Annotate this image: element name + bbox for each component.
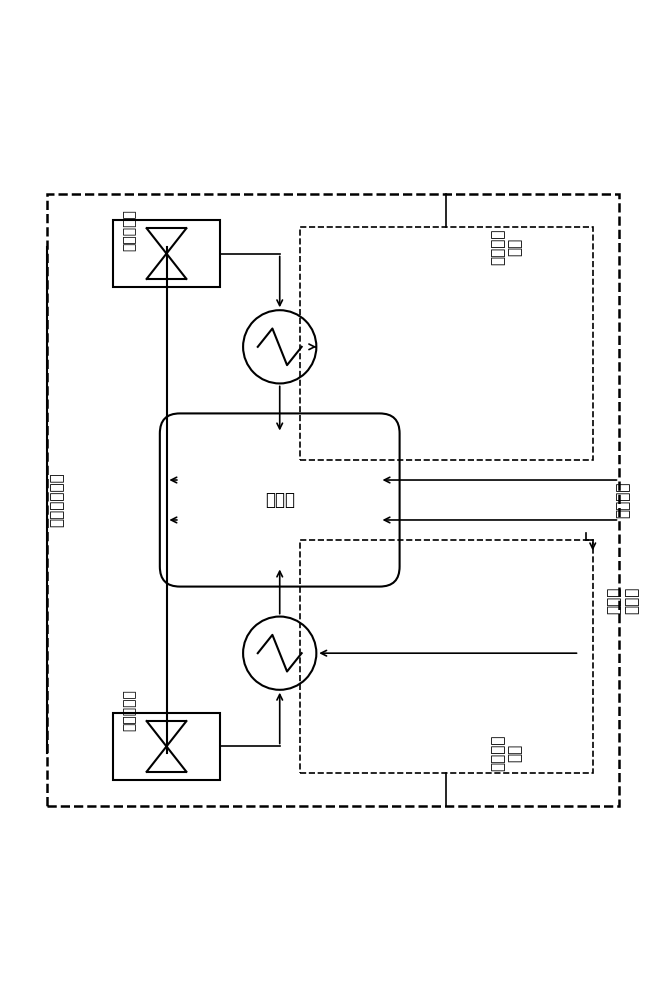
Text: 再循环系统: 再循环系统 xyxy=(123,209,137,251)
Text: 混合腔: 混合腔 xyxy=(264,491,295,509)
Bar xyxy=(113,713,220,780)
Text: 空气分配管路: 空气分配管路 xyxy=(49,473,64,527)
Text: 辅助温控
系统: 辅助温控 系统 xyxy=(490,229,522,265)
Text: 再循环系统: 再循环系统 xyxy=(123,689,137,731)
Bar xyxy=(113,220,220,287)
Text: 空调设备: 空调设备 xyxy=(615,482,630,518)
Text: 辅助温控
系统: 辅助温控 系统 xyxy=(490,735,522,771)
Text: 应急冲
压空气: 应急冲 压空气 xyxy=(607,586,639,614)
